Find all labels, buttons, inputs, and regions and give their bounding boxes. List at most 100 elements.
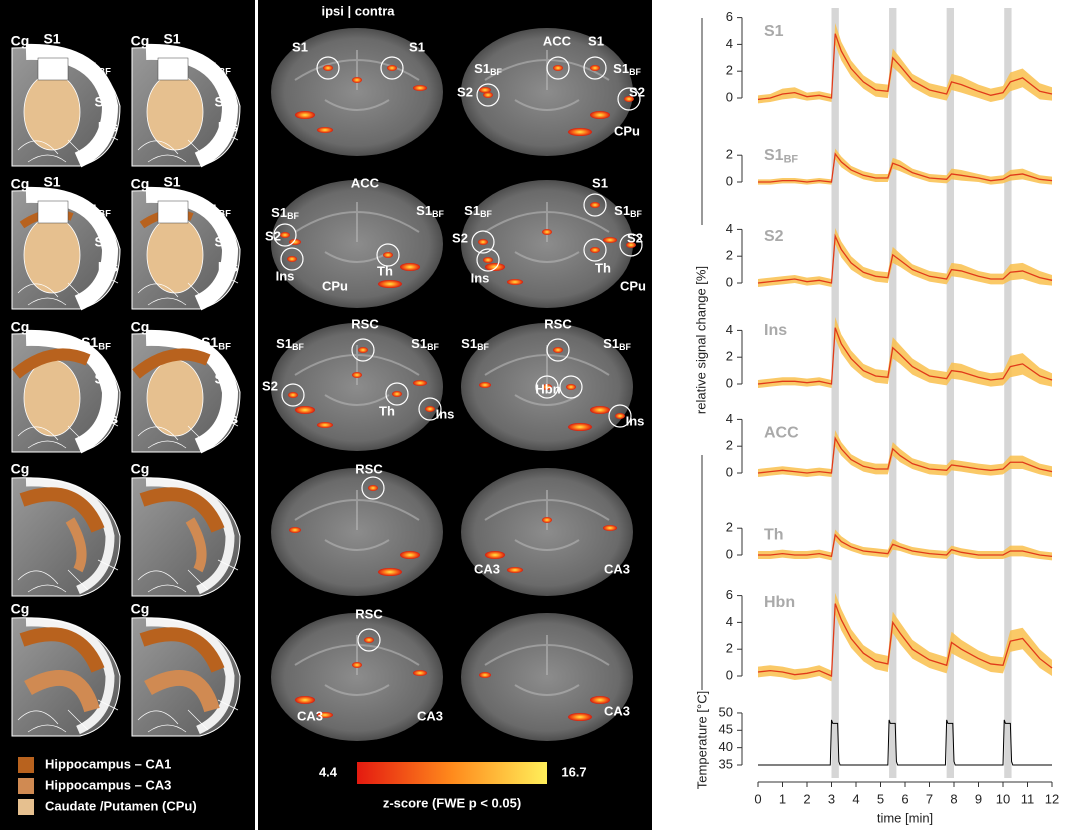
legend-swatch bbox=[18, 757, 34, 773]
region-label: S2 bbox=[627, 230, 643, 245]
activation-blob bbox=[590, 65, 600, 71]
roi-circle bbox=[583, 193, 607, 217]
atlas-label-main: S1 bbox=[81, 201, 98, 217]
atlas-section bbox=[11, 186, 121, 311]
region-label: RSC bbox=[544, 316, 572, 331]
atlas-label: Ins bbox=[218, 259, 238, 275]
atlas-lines bbox=[137, 272, 239, 306]
atlas-section bbox=[131, 477, 241, 597]
atlas-label: F bbox=[176, 203, 185, 219]
region-label: Th bbox=[595, 260, 611, 275]
atlas-label-sub: BF bbox=[218, 66, 231, 77]
activation-blob bbox=[288, 392, 298, 398]
colorbar-min: 4.4 bbox=[319, 764, 338, 779]
activation-blob bbox=[289, 527, 301, 533]
atlas-section bbox=[11, 477, 121, 597]
activation-blob bbox=[624, 96, 634, 102]
error-band bbox=[758, 148, 1052, 185]
region-label: S1BF bbox=[411, 336, 439, 352]
atlas-label: S1BF bbox=[201, 59, 231, 77]
region-label-main: S1 bbox=[411, 336, 427, 351]
y-tick-label: 2 bbox=[726, 248, 733, 263]
activation-blob bbox=[568, 713, 592, 721]
panel-name: S1BF bbox=[764, 147, 798, 165]
brain-slice bbox=[271, 28, 443, 156]
atlas-label: S1BF bbox=[81, 201, 111, 219]
cpu-region bbox=[146, 359, 204, 437]
roi-circle bbox=[608, 404, 632, 428]
region-label: S1BF bbox=[464, 203, 492, 219]
atlas-lines bbox=[137, 699, 239, 733]
atlas-label-main: S1 bbox=[81, 334, 98, 350]
region-label: S1BF bbox=[613, 61, 641, 77]
panel-name: Hbn bbox=[764, 594, 795, 611]
cortex-band bbox=[25, 329, 119, 454]
cortex-band bbox=[25, 617, 115, 735]
region-label: S1BF bbox=[614, 203, 642, 219]
atlas-section bbox=[131, 617, 241, 737]
mean-line bbox=[757, 327, 1053, 385]
atlas-label: S2 bbox=[94, 234, 111, 250]
ca3-region bbox=[185, 517, 207, 573]
region-label: CA3 bbox=[604, 703, 630, 718]
ca3-region bbox=[24, 670, 100, 713]
atlas-lines bbox=[17, 559, 119, 593]
region-label: Th bbox=[379, 403, 395, 418]
activation-blob bbox=[507, 567, 523, 573]
x-tick-label: 12 bbox=[1045, 791, 1059, 806]
y-tick-label: 4 bbox=[726, 614, 733, 629]
ca1-region bbox=[139, 487, 225, 533]
roi-circle bbox=[273, 223, 297, 247]
region-label: Th bbox=[377, 263, 393, 278]
roi-circle bbox=[617, 87, 641, 111]
atlas-lines bbox=[137, 129, 239, 163]
atlas-label-main: S1 bbox=[201, 201, 218, 217]
activation-blob bbox=[425, 406, 435, 412]
atlas-label-sub: BF bbox=[218, 208, 231, 219]
region-label-sub: BF bbox=[480, 209, 492, 219]
activation-blob bbox=[590, 111, 610, 119]
region-label: RSC bbox=[355, 606, 383, 621]
ca1-region bbox=[132, 348, 211, 379]
atlas-lines bbox=[17, 415, 119, 449]
region-label-main: S1 bbox=[271, 205, 287, 220]
y-tick-label: 2 bbox=[726, 520, 733, 535]
ca3-region bbox=[144, 670, 220, 713]
y-axis-label: relative signal change [%] bbox=[693, 266, 708, 414]
atlas-label: S1BF bbox=[81, 59, 111, 77]
activation-blob bbox=[590, 247, 600, 253]
ca1-region bbox=[139, 627, 225, 673]
x-tick-label: 1 bbox=[779, 791, 786, 806]
atlas-label: S1BF bbox=[201, 334, 231, 352]
roi-circle bbox=[476, 83, 500, 107]
activation-blob bbox=[542, 384, 552, 390]
region-label-sub: BF bbox=[619, 342, 631, 352]
atlas-lines bbox=[17, 272, 119, 306]
atlas-label: Cg bbox=[131, 176, 150, 192]
atlas-label-sub: BF bbox=[218, 341, 231, 352]
region-label: S1 bbox=[592, 175, 608, 190]
atlas-label: Cg bbox=[131, 319, 150, 335]
error-band bbox=[758, 317, 1052, 389]
activation-blob bbox=[352, 662, 362, 668]
atlas-label: F bbox=[56, 61, 65, 77]
error-band bbox=[758, 22, 1052, 104]
panel-name: S2 bbox=[764, 228, 784, 245]
region-label-main: S1 bbox=[276, 336, 292, 351]
activation-blob bbox=[568, 128, 592, 136]
activation-blob bbox=[368, 485, 378, 491]
activation-blob bbox=[553, 347, 563, 353]
panel-name-sub: BF bbox=[784, 153, 799, 165]
activation-blob bbox=[400, 551, 420, 559]
x-tick-label: 3 bbox=[828, 791, 835, 806]
region-label: S2 bbox=[457, 84, 473, 99]
atlas-label: Cg bbox=[11, 601, 30, 617]
atlas-label: H bbox=[39, 57, 49, 73]
x-tick-label: 6 bbox=[901, 791, 908, 806]
atlas-label: S1 bbox=[163, 174, 180, 190]
stimulus-band bbox=[1004, 8, 1012, 778]
activation-blob bbox=[323, 65, 333, 71]
region-label-main: S1 bbox=[603, 336, 619, 351]
ca1-region bbox=[19, 487, 105, 533]
